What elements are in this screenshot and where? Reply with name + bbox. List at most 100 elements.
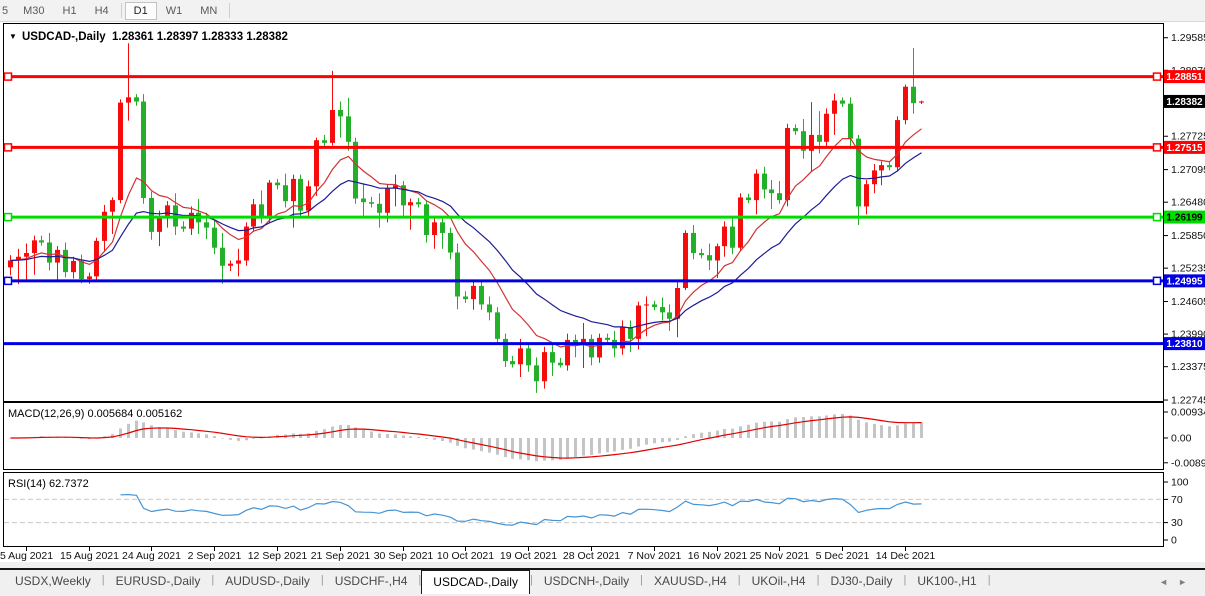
macd-hist-bar xyxy=(394,434,397,438)
timeframe-button-h1[interactable]: H1 xyxy=(62,4,77,17)
macd-hist-bar xyxy=(362,429,365,438)
candle-body xyxy=(589,338,594,358)
tab-usdcnh-daily[interactable]: USDCNH-,Daily xyxy=(543,574,630,588)
current-price-tag xyxy=(1164,94,1205,108)
macd-hist-bar xyxy=(496,438,499,455)
macd-pane[interactable] xyxy=(3,402,1164,470)
rsi-tick-label: 0 xyxy=(1171,535,1177,547)
macd-hist-bar xyxy=(598,438,601,454)
candle-body xyxy=(463,296,468,300)
tab-xauusd-h4[interactable]: XAUUSD-,H4 xyxy=(654,574,727,588)
macd-hist-bar xyxy=(205,434,208,438)
toolbar-separator xyxy=(229,3,231,18)
timeframe-button-h4[interactable]: H4 xyxy=(94,4,109,17)
macd-hist-bar xyxy=(339,424,342,438)
chart-area[interactable]: 1.295851.289701.277251.270951.264801.258… xyxy=(0,22,1205,568)
timeframe-button-m30[interactable]: M30 xyxy=(23,4,45,17)
timeframe-button-w1[interactable]: W1 xyxy=(165,4,183,17)
candle-body xyxy=(832,100,837,114)
tab-usdcad-daily[interactable]: USDCAD-,Daily xyxy=(421,570,530,594)
line-handle xyxy=(1152,212,1162,222)
chart-title-symbol: USDCAD-,Daily xyxy=(22,31,106,43)
candle-body xyxy=(16,256,21,261)
macd-hist-bar xyxy=(692,434,695,438)
candle-body xyxy=(487,304,492,313)
tab-audusd-daily[interactable]: AUDUSD-,Daily xyxy=(225,574,310,588)
date-tick-label: 25 Nov 2021 xyxy=(750,550,810,562)
candle-body xyxy=(769,189,774,194)
price-tick-label: 1.27725 xyxy=(1171,131,1205,143)
candle-body xyxy=(722,226,727,247)
macd-hist-bar xyxy=(849,415,852,438)
macd-hist-bar xyxy=(252,438,255,439)
timeframe-button-d1[interactable]: D1 xyxy=(124,1,157,20)
tab-separator: | xyxy=(987,574,991,586)
toolbar-separator xyxy=(120,3,122,18)
line-handle xyxy=(3,143,13,152)
macd-hist-bar xyxy=(684,436,687,438)
macd-hist-bar xyxy=(127,423,130,438)
candle-body xyxy=(149,197,154,232)
macd-hist-bar xyxy=(197,433,200,438)
macd-hist-bar xyxy=(896,425,899,438)
candle-body xyxy=(746,197,751,201)
tab-separator: | xyxy=(211,574,215,586)
rsi-series xyxy=(120,493,922,526)
candle-body xyxy=(87,276,92,280)
macd-hist-bar xyxy=(433,438,436,440)
macd-hist-bar xyxy=(802,417,805,438)
candle-body xyxy=(94,240,99,277)
candle-body xyxy=(730,226,735,248)
macd-hist-bar xyxy=(237,438,240,441)
date-tick-label: 7 Nov 2021 xyxy=(628,550,682,562)
candle-body xyxy=(675,288,680,319)
macd-hist-bar xyxy=(700,432,703,438)
candle-body xyxy=(597,337,602,358)
macd-hist-bar xyxy=(606,438,609,453)
macd-hist-bar xyxy=(519,438,522,460)
timeframe-button-mn[interactable]: MN xyxy=(200,4,218,17)
macd-hist-bar xyxy=(221,438,224,439)
date-tick-label: 5 Dec 2021 xyxy=(816,550,870,562)
candle-body xyxy=(542,352,547,382)
line-handle xyxy=(3,276,13,286)
candle-body xyxy=(440,222,445,233)
price-tick-label: 1.29585 xyxy=(1171,32,1205,44)
candle-body xyxy=(762,173,767,190)
tab-usdx-weekly[interactable]: USDX,Weekly xyxy=(15,574,91,588)
tab-uk100-h1[interactable]: UK100-,H1 xyxy=(917,574,977,588)
macd-hist-bar xyxy=(378,433,381,438)
macd-hist-bar xyxy=(260,438,263,439)
horizontal-level-lines[interactable] xyxy=(3,72,1163,346)
candle-body xyxy=(126,97,131,103)
date-tick-label: 21 Sep 2021 xyxy=(311,550,371,562)
timeframe-button-5[interactable]: 5 xyxy=(2,4,9,17)
macd-hist-bar xyxy=(402,435,405,438)
ma-21-line xyxy=(10,152,922,329)
tab-usdchf-h4[interactable]: USDCHF-,H4 xyxy=(334,574,408,588)
tab-separator: | xyxy=(320,574,324,586)
tab-dj30-daily[interactable]: DJ30-,Daily xyxy=(830,574,893,588)
macd-hist-bar xyxy=(566,438,569,459)
macd-hist-bar xyxy=(119,428,122,438)
macd-hist-bar xyxy=(527,438,530,461)
rsi-pane[interactable] xyxy=(3,472,1164,547)
macd-hist-bar xyxy=(72,437,75,439)
macd-hist-bar xyxy=(111,434,114,438)
macd-hist-bar xyxy=(716,430,719,438)
candle-body xyxy=(71,260,76,273)
candle-body xyxy=(8,260,13,268)
chart-dropdown-icon[interactable]: ▼ xyxy=(9,32,17,41)
tab-separator: | xyxy=(903,574,907,586)
macd-hist-bar xyxy=(723,428,726,438)
candle-body xyxy=(503,338,508,362)
tab-scroll-right-icon[interactable]: ► xyxy=(1178,577,1197,587)
macd-hist-bar xyxy=(590,438,593,455)
tab-eurusd-daily[interactable]: EURUSD-,Daily xyxy=(115,574,201,588)
tab-ukoil-h4[interactable]: UKOil-,H4 xyxy=(751,574,806,588)
candle-body xyxy=(558,362,563,366)
candle-body xyxy=(204,222,209,228)
candle-body xyxy=(306,186,311,211)
tab-scroll-left-icon[interactable]: ◄ xyxy=(1159,577,1179,587)
candle-body xyxy=(526,348,531,366)
